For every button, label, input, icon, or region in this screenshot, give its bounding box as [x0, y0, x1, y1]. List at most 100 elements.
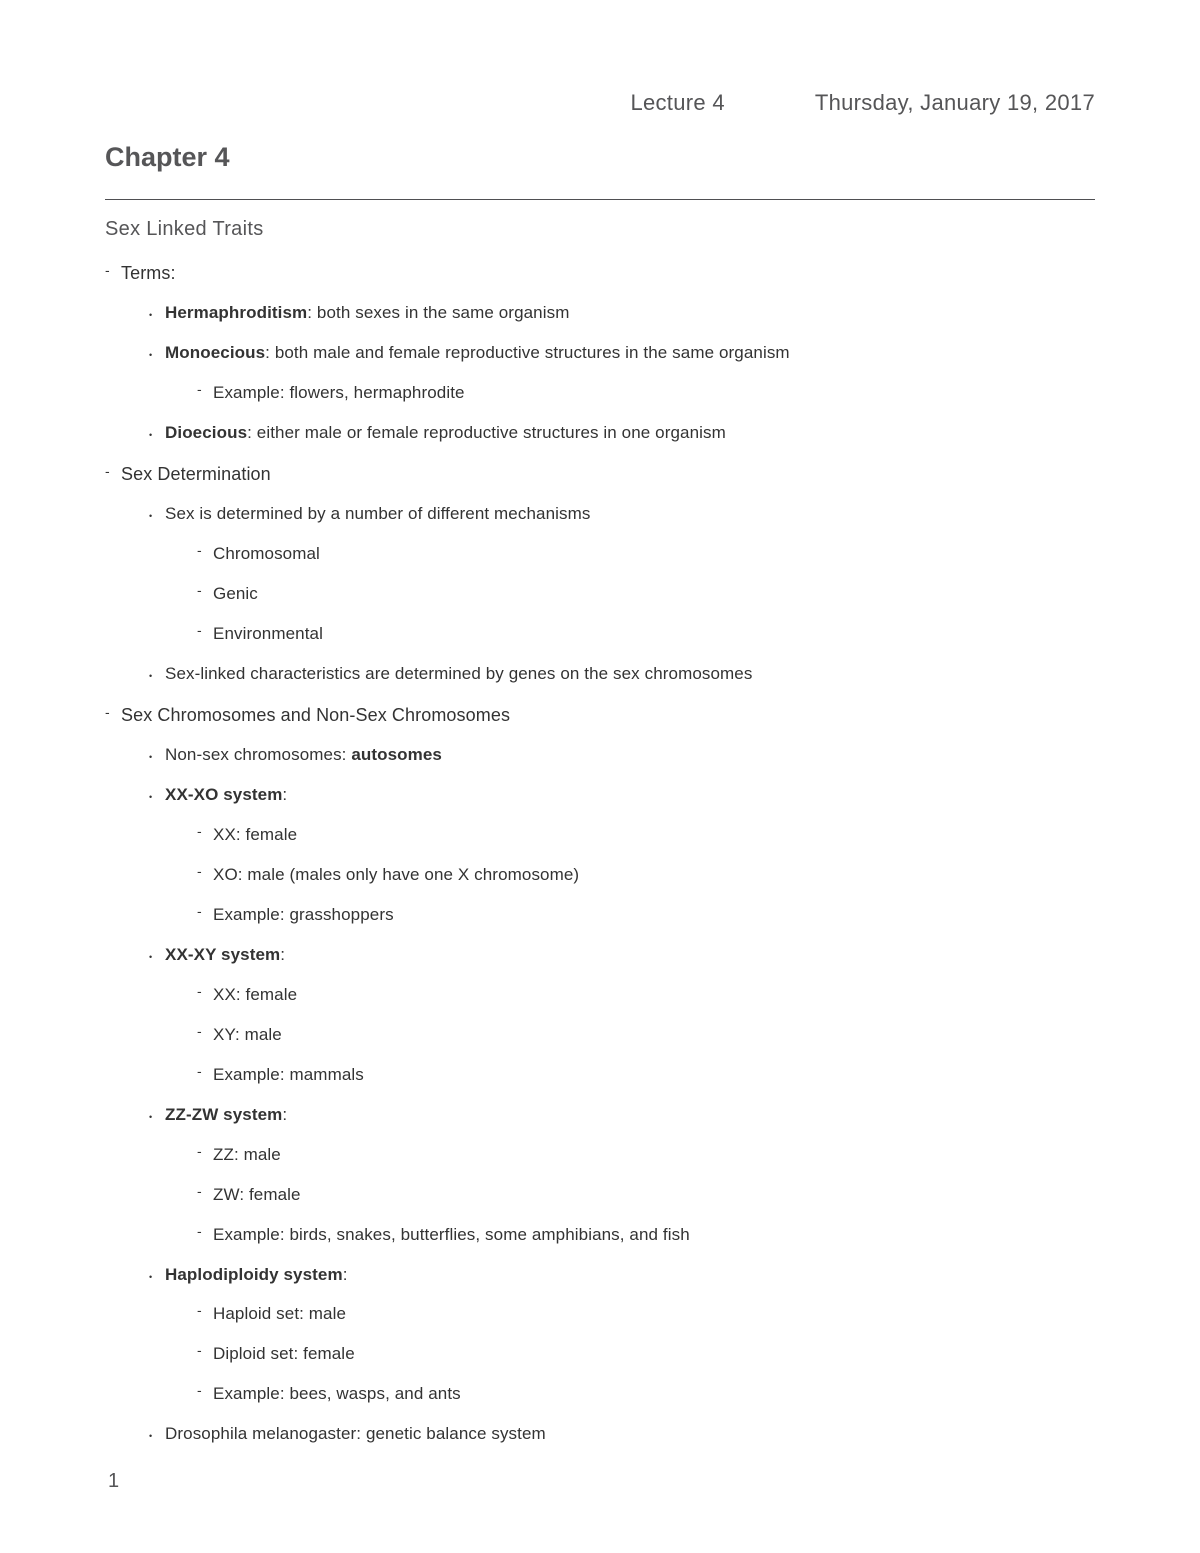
- list-item: Drosophila melanogaster: genetic balance…: [149, 1423, 1095, 1446]
- item-text: ZZ: male: [213, 1144, 1095, 1167]
- bold-term: autosomes: [351, 745, 442, 764]
- item-text: XY: male: [213, 1024, 1095, 1047]
- list-item: Chromosomal: [197, 543, 1095, 566]
- bullet-dash-icon: [197, 1224, 213, 1247]
- list-item: Genic: [197, 583, 1095, 606]
- page-number: 1: [108, 1470, 119, 1493]
- outline-list: Terms: Hermaphroditism: both sexes in th…: [105, 261, 1095, 1446]
- bullet-dot-icon: [149, 1104, 165, 1127]
- list-item: Environmental: [197, 623, 1095, 646]
- bullet-dot-icon: [149, 503, 165, 526]
- list-item: ZZ-ZW system:: [149, 1104, 1095, 1127]
- bullet-dash-icon: [105, 462, 121, 486]
- bold-term: XX-XY system: [165, 945, 280, 964]
- item-text: Environmental: [213, 623, 1095, 646]
- item-text: Dioecious: either male or female reprodu…: [165, 422, 1095, 445]
- section-heading: Sex Linked Traits: [105, 218, 1095, 241]
- item-text: Sex Chromosomes and Non-Sex Chromosomes: [121, 703, 1095, 727]
- bullet-dash-icon: [105, 261, 121, 285]
- bullet-dash-icon: [197, 984, 213, 1007]
- item-text: Diploid set: female: [213, 1343, 1095, 1366]
- bullet-dash-icon: [197, 382, 213, 405]
- page-header: Lecture 4 Thursday, January 19, 2017: [105, 90, 1095, 116]
- bold-term: ZZ-ZW system: [165, 1105, 282, 1124]
- bullet-dash-icon: [197, 1343, 213, 1366]
- list-item: Haplodiploidy system:: [149, 1264, 1095, 1287]
- bullet-dot-icon: [149, 1264, 165, 1287]
- item-text: Example: flowers, hermaphrodite: [213, 382, 1095, 405]
- item-text: Example: mammals: [213, 1064, 1095, 1087]
- list-item: XX: female: [197, 824, 1095, 847]
- bullet-dash-icon: [197, 1184, 213, 1207]
- bullet-dash-icon: [197, 1144, 213, 1167]
- list-item: Hermaphroditism: both sexes in the same …: [149, 302, 1095, 325]
- item-text: Hermaphroditism: both sexes in the same …: [165, 302, 1095, 325]
- bullet-dash-icon: [197, 824, 213, 847]
- bullet-dash-icon: [197, 1064, 213, 1087]
- list-item: XX: female: [197, 984, 1095, 1007]
- divider: [105, 199, 1095, 200]
- bullet-dash-icon: [197, 543, 213, 566]
- item-text: Non-sex chromosomes: autosomes: [165, 744, 1095, 767]
- list-item: Monoecious: both male and female reprodu…: [149, 342, 1095, 365]
- list-item: Sex Determination: [105, 462, 1095, 486]
- item-text: Sex Determination: [121, 462, 1095, 486]
- bullet-dash-icon: [197, 904, 213, 927]
- bullet-dash-icon: [197, 1383, 213, 1406]
- lecture-label: Lecture 4: [630, 90, 724, 116]
- bullet-dash-icon: [197, 864, 213, 887]
- item-text: Chromosomal: [213, 543, 1095, 566]
- bullet-dash-icon: [197, 583, 213, 606]
- list-item: Diploid set: female: [197, 1343, 1095, 1366]
- bold-term: Monoecious: [165, 343, 265, 362]
- bold-term: Dioecious: [165, 423, 247, 442]
- bold-term: Hermaphroditism: [165, 303, 307, 322]
- list-item: ZZ: male: [197, 1144, 1095, 1167]
- list-item: XX-XY system:: [149, 944, 1095, 967]
- item-text: ZZ-ZW system:: [165, 1104, 1095, 1127]
- list-item: Haploid set: male: [197, 1303, 1095, 1326]
- list-item: Non-sex chromosomes: autosomes: [149, 744, 1095, 767]
- item-text: XX-XY system:: [165, 944, 1095, 967]
- list-item: XO: male (males only have one X chromoso…: [197, 864, 1095, 887]
- bullet-dot-icon: [149, 342, 165, 365]
- bold-term: XX-XO system: [165, 785, 282, 804]
- bullet-dash-icon: [197, 1024, 213, 1047]
- bold-term: Haplodiploidy system: [165, 1265, 343, 1284]
- item-text: XX: female: [213, 984, 1095, 1007]
- bullet-dot-icon: [149, 663, 165, 686]
- date-label: Thursday, January 19, 2017: [815, 90, 1095, 116]
- item-text: XX-XO system:: [165, 784, 1095, 807]
- item-text: Sex-linked characteristics are determine…: [165, 663, 1095, 686]
- list-item: Example: bees, wasps, and ants: [197, 1383, 1095, 1406]
- item-text: Sex is determined by a number of differe…: [165, 503, 1095, 526]
- item-text: Haplodiploidy system:: [165, 1264, 1095, 1287]
- chapter-title: Chapter 4: [105, 142, 1095, 173]
- bullet-dot-icon: [149, 302, 165, 325]
- bullet-dash-icon: [197, 1303, 213, 1326]
- list-item: Dioecious: either male or female reprodu…: [149, 422, 1095, 445]
- bullet-dot-icon: [149, 784, 165, 807]
- list-item: Example: birds, snakes, butterflies, som…: [197, 1224, 1095, 1247]
- list-item: XX-XO system:: [149, 784, 1095, 807]
- item-text: Drosophila melanogaster: genetic balance…: [165, 1423, 1095, 1446]
- list-item: Example: mammals: [197, 1064, 1095, 1087]
- list-item: Example: flowers, hermaphrodite: [197, 382, 1095, 405]
- item-text: XO: male (males only have one X chromoso…: [213, 864, 1095, 887]
- bullet-dash-icon: [197, 623, 213, 646]
- item-text: Monoecious: both male and female reprodu…: [165, 342, 1095, 365]
- list-item: Example: grasshoppers: [197, 904, 1095, 927]
- bullet-dash-icon: [105, 703, 121, 727]
- item-text: Example: bees, wasps, and ants: [213, 1383, 1095, 1406]
- item-text: Example: grasshoppers: [213, 904, 1095, 927]
- item-text: XX: female: [213, 824, 1095, 847]
- item-text: Genic: [213, 583, 1095, 606]
- bullet-dot-icon: [149, 744, 165, 767]
- bullet-dot-icon: [149, 944, 165, 967]
- list-item: Sex Chromosomes and Non-Sex Chromosomes: [105, 703, 1095, 727]
- list-item: Sex is determined by a number of differe…: [149, 503, 1095, 526]
- item-text: Haploid set: male: [213, 1303, 1095, 1326]
- item-text: ZW: female: [213, 1184, 1095, 1207]
- list-item: Sex-linked characteristics are determine…: [149, 663, 1095, 686]
- bullet-dot-icon: [149, 1423, 165, 1446]
